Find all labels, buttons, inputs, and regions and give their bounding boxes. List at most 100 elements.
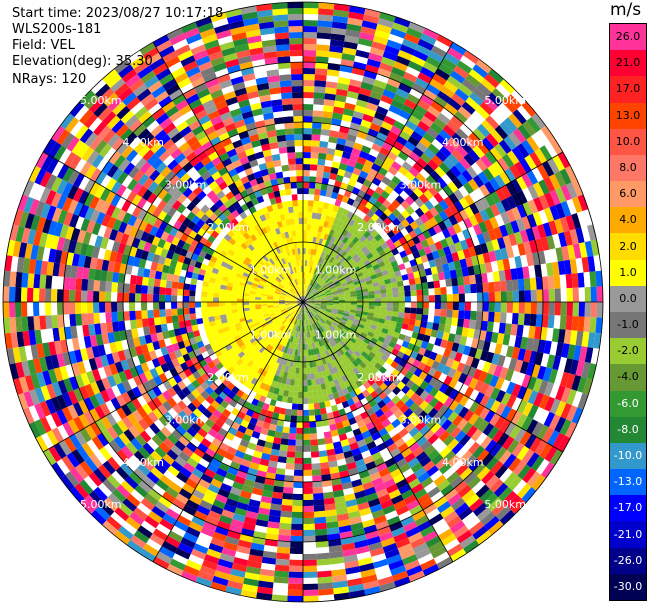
gate-cell: [368, 256, 376, 263]
gate-cell: [459, 123, 473, 137]
gate-cell: [396, 222, 405, 232]
gate-cell: [465, 336, 474, 347]
gate-cell: [350, 299, 357, 302]
gate-cell: [306, 272, 310, 279]
gate-cell: [317, 207, 323, 214]
gate-cell: [27, 316, 35, 331]
gate-cell: [392, 306, 399, 312]
gate-cell: [584, 302, 591, 318]
gate-cell: [371, 117, 384, 127]
gate-cell: [527, 213, 537, 228]
gate-cell: [476, 233, 486, 245]
gate-cell: [316, 38, 331, 46]
gate-cell: [365, 64, 379, 74]
gate-cell: [310, 445, 319, 452]
gate-cell: [386, 110, 399, 121]
gate-cell: [307, 254, 311, 261]
gate-cell: [420, 340, 429, 350]
gate-cell: [571, 407, 584, 424]
gate-cell: [421, 314, 429, 322]
gate-cell: [306, 224, 312, 231]
gate-cell: [322, 259, 327, 266]
gate-cell: [529, 151, 542, 167]
gate-cell: [443, 270, 452, 280]
gate-cell: [575, 227, 585, 244]
gate-cell: [360, 332, 368, 338]
gate-cell: [499, 224, 509, 238]
gate-cell: [472, 175, 485, 188]
gate-cell: [423, 189, 434, 201]
gate-cell: [303, 290, 305, 297]
gate-cell: [458, 83, 473, 97]
gate-cell: [45, 302, 52, 316]
gate-cell: [159, 316, 167, 325]
gate-cell: [408, 151, 421, 163]
gate-cell: [319, 140, 329, 148]
gate-cell: [347, 257, 355, 265]
gate-cell: [378, 280, 386, 286]
gate-cell: [451, 149, 464, 162]
gate-cell: [451, 360, 460, 371]
gate-cell: [290, 541, 303, 549]
gate-cell: [440, 255, 448, 265]
gate-cell: [481, 119, 495, 134]
gate-cell: [312, 206, 318, 214]
gate-cell: [329, 197, 337, 205]
gate-cell: [332, 308, 339, 312]
gate-cell: [339, 201, 347, 209]
gate-cell: [487, 92, 503, 107]
gate-cell: [560, 387, 572, 404]
gate-cell: [80, 302, 88, 314]
gate-cell: [177, 288, 184, 296]
gate-cell: [311, 218, 317, 225]
gate-cell: [346, 133, 357, 143]
gate-cell: [430, 266, 438, 275]
gate-cell: [476, 339, 485, 351]
gate-cell: [516, 143, 530, 159]
gate-cell: [519, 229, 529, 243]
gate-cell: [499, 312, 507, 324]
gate-cell: [371, 213, 380, 222]
gate-cell: [380, 190, 390, 200]
gate-cell: [390, 99, 404, 110]
gate-cell: [363, 272, 371, 279]
gate-cell: [489, 177, 501, 191]
gate-cell: [511, 383, 522, 398]
gate-cell: [430, 100, 445, 113]
gate-cell: [531, 338, 540, 352]
gate-cell: [335, 316, 342, 322]
gate-cell: [490, 387, 501, 401]
gate-cell: [303, 385, 308, 393]
gate-cell: [318, 146, 328, 154]
gate-cell: [455, 326, 463, 336]
gate-cell: [354, 162, 364, 171]
gate-cell: [308, 302, 315, 304]
gate-cell: [330, 210, 338, 218]
gate-cell: [289, 427, 297, 434]
gate-cell: [442, 184, 454, 197]
gate-cell: [303, 367, 307, 374]
gate-cell: [345, 29, 361, 38]
gate-cell: [593, 255, 602, 272]
gate-cell: [445, 340, 454, 351]
gate-cell: [311, 469, 322, 476]
gate-cell: [557, 152, 571, 169]
gate-cell: [304, 284, 306, 291]
gate-cell: [303, 248, 306, 255]
gate-cell: [403, 285, 411, 292]
gate-cell: [461, 169, 473, 183]
gate-cell: [458, 302, 466, 311]
gate-cell: [159, 286, 166, 295]
gate-cell: [407, 324, 415, 332]
gate-cell: [583, 271, 591, 288]
gate-cell: [450, 70, 466, 84]
gate-cell: [394, 326, 402, 334]
gate-cell: [391, 199, 401, 209]
gate-cell: [549, 205, 560, 221]
gate-cell: [510, 324, 518, 336]
gate-cell: [337, 291, 345, 295]
gate-cell: [189, 302, 196, 308]
gate-cell: [311, 288, 316, 294]
gate-cell: [333, 237, 339, 245]
gate-cell: [183, 295, 190, 302]
